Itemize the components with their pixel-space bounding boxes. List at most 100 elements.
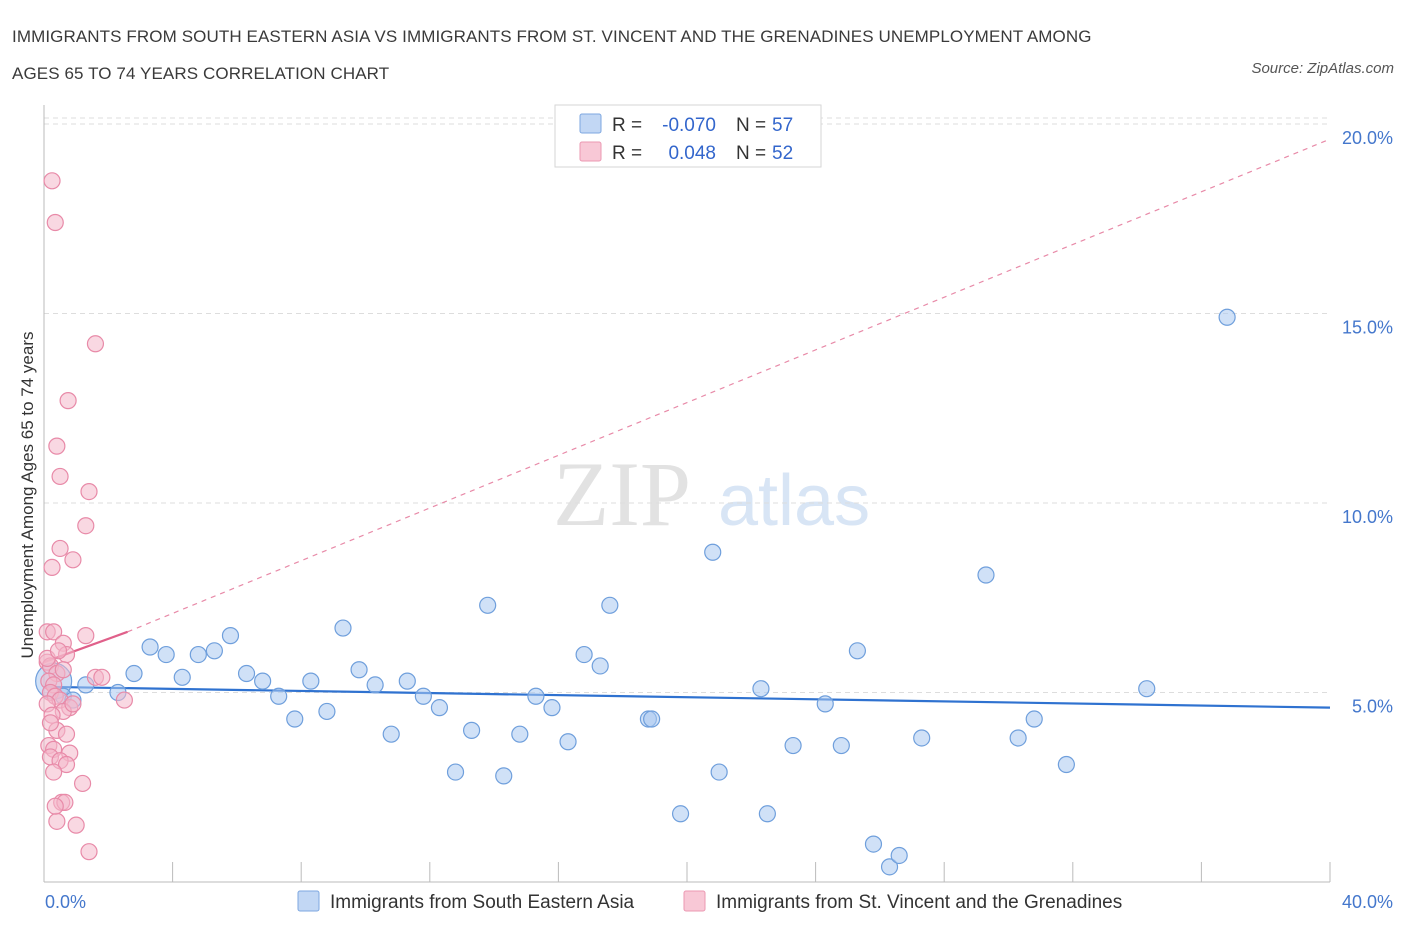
legend-swatch-st-vincent <box>683 890 706 912</box>
point-south-eastern-asia-27 <box>495 767 513 785</box>
stats-box: R = -0.070 N = 57 R = 0.048 N = 52 <box>554 104 822 168</box>
point-st-vincent-29 <box>115 691 133 709</box>
point-south-eastern-asia-19 <box>366 676 384 694</box>
point-south-eastern-asia-28 <box>511 725 529 743</box>
point-south-eastern-asia-50 <box>977 566 995 584</box>
point-south-eastern-asia-49 <box>913 729 931 747</box>
y-tick-label-0: 5.0% <box>1352 696 1393 716</box>
point-south-eastern-asia-38 <box>704 543 722 561</box>
point-st-vincent-50 <box>46 797 64 815</box>
stats-pink-swatch <box>579 141 602 162</box>
y-tick-label-2: 15.0% <box>1342 317 1393 337</box>
point-south-eastern-asia-29 <box>527 687 545 705</box>
point-st-vincent-2 <box>86 335 105 353</box>
point-st-vincent-7 <box>77 517 95 535</box>
point-st-vincent-32 <box>57 725 76 743</box>
point-st-vincent-10 <box>43 558 61 577</box>
stats-n-label-2: N = <box>736 143 766 164</box>
point-south-eastern-asia-31 <box>559 733 577 751</box>
x-tick-label-max: 40.0% <box>1342 892 1393 912</box>
point-st-vincent-43 <box>48 812 66 830</box>
x-tick-label-min: 0.0% <box>45 892 86 912</box>
point-south-eastern-asia-17 <box>334 619 352 637</box>
chart-title-line-2: AGES 65 TO 74 YEARS CORRELATION CHART <box>12 64 390 83</box>
legend: Immigrants from South Eastern Asia Immig… <box>297 890 1122 913</box>
legend-swatch-south-eastern-asia <box>297 890 320 912</box>
stats-n-value-1: 57 <box>772 115 793 136</box>
point-south-eastern-asia-10 <box>221 627 240 645</box>
data-points <box>35 172 1236 876</box>
point-south-eastern-asia-20 <box>382 725 400 743</box>
point-south-eastern-asia-21 <box>398 672 416 690</box>
point-south-eastern-asia-8 <box>189 645 207 664</box>
point-st-vincent-38 <box>57 755 76 774</box>
y-tick-labels: 5.0% 10.0% 15.0% 20.0% <box>1342 128 1393 717</box>
watermark: ZIP atlas <box>553 443 870 545</box>
point-south-eastern-asia-30 <box>543 699 561 717</box>
point-south-eastern-asia-18 <box>350 661 368 679</box>
point-st-vincent-39 <box>45 763 63 781</box>
point-south-eastern-asia-53 <box>1057 755 1075 774</box>
point-south-eastern-asia-40 <box>752 680 770 698</box>
x-tick-labels: 0.0% 40.0% <box>45 892 1393 912</box>
point-south-eastern-asia-43 <box>816 695 834 713</box>
legend-label-south-eastern-asia: Immigrants from South Eastern Asia <box>330 892 635 913</box>
point-south-eastern-asia-47 <box>880 858 899 876</box>
point-st-vincent-1 <box>46 213 64 232</box>
y-tick-label-3: 20.0% <box>1342 128 1393 148</box>
point-south-eastern-asia-5 <box>141 638 159 656</box>
point-st-vincent-9 <box>64 551 82 569</box>
point-st-vincent-20 <box>93 668 111 686</box>
point-south-eastern-asia-4 <box>125 664 143 683</box>
y-tick-label-1: 10.0% <box>1342 507 1393 527</box>
watermark-zip: ZIP <box>553 443 691 545</box>
point-south-eastern-asia-33 <box>591 657 609 675</box>
stats-blue-swatch <box>579 113 602 134</box>
point-south-eastern-asia-37 <box>671 805 690 823</box>
point-south-eastern-asia-14 <box>286 710 304 728</box>
point-south-eastern-asia-16 <box>318 702 336 721</box>
point-st-vincent-44 <box>67 816 85 834</box>
point-south-eastern-asia-11 <box>237 664 256 683</box>
point-south-eastern-asia-24 <box>446 763 465 781</box>
point-south-eastern-asia-23 <box>430 699 449 717</box>
point-south-eastern-asia-6 <box>157 645 175 664</box>
stats-n-value-2: 52 <box>772 143 793 164</box>
point-south-eastern-asia-7 <box>173 668 191 686</box>
point-south-eastern-asia-12 <box>254 672 272 690</box>
point-south-eastern-asia-41 <box>758 805 776 823</box>
point-south-eastern-asia-46 <box>864 835 883 853</box>
point-south-eastern-asia-51 <box>1009 729 1027 747</box>
y-axis-title: Unemployment Among Ages 65 to 74 years <box>18 332 37 659</box>
point-south-eastern-asia-44 <box>832 736 850 755</box>
stats-r-label-2: R = <box>612 143 642 164</box>
legend-label-st-vincent: Immigrants from St. Vincent and the Gren… <box>716 892 1122 913</box>
point-st-vincent-45 <box>80 843 98 861</box>
point-south-eastern-asia-36 <box>643 710 661 728</box>
point-south-eastern-asia-39 <box>710 763 728 781</box>
point-st-vincent-4 <box>48 437 66 455</box>
trend-lines <box>43 138 1331 709</box>
trend-extension-st-vincent <box>127 138 1331 633</box>
point-st-vincent-47 <box>49 642 68 660</box>
stats-n-label-1: N = <box>736 115 766 136</box>
point-st-vincent-6 <box>80 483 98 501</box>
watermark-atlas: atlas <box>718 461 870 541</box>
point-south-eastern-asia-32 <box>575 645 593 664</box>
point-south-eastern-asia-55 <box>1218 308 1236 326</box>
chart-title-line-1: IMMIGRANTS FROM SOUTH EASTERN ASIA VS IM… <box>12 27 1092 46</box>
stats-r-value-2: 0.048 <box>668 143 716 164</box>
point-south-eastern-asia-22 <box>414 687 432 705</box>
point-south-eastern-asia-26 <box>479 596 497 614</box>
point-st-vincent-8 <box>51 539 69 558</box>
point-south-eastern-asia-48 <box>890 846 908 865</box>
point-st-vincent-51 <box>64 695 82 713</box>
point-st-vincent-48 <box>41 714 60 732</box>
stats-r-label-1: R = <box>612 115 642 136</box>
point-st-vincent-12 <box>45 623 63 641</box>
point-st-vincent-40 <box>73 774 92 793</box>
point-south-eastern-asia-15 <box>302 672 320 690</box>
trend-line-south-eastern-asia <box>43 685 1331 709</box>
source-note: Source: ZipAtlas.com <box>1251 60 1394 77</box>
